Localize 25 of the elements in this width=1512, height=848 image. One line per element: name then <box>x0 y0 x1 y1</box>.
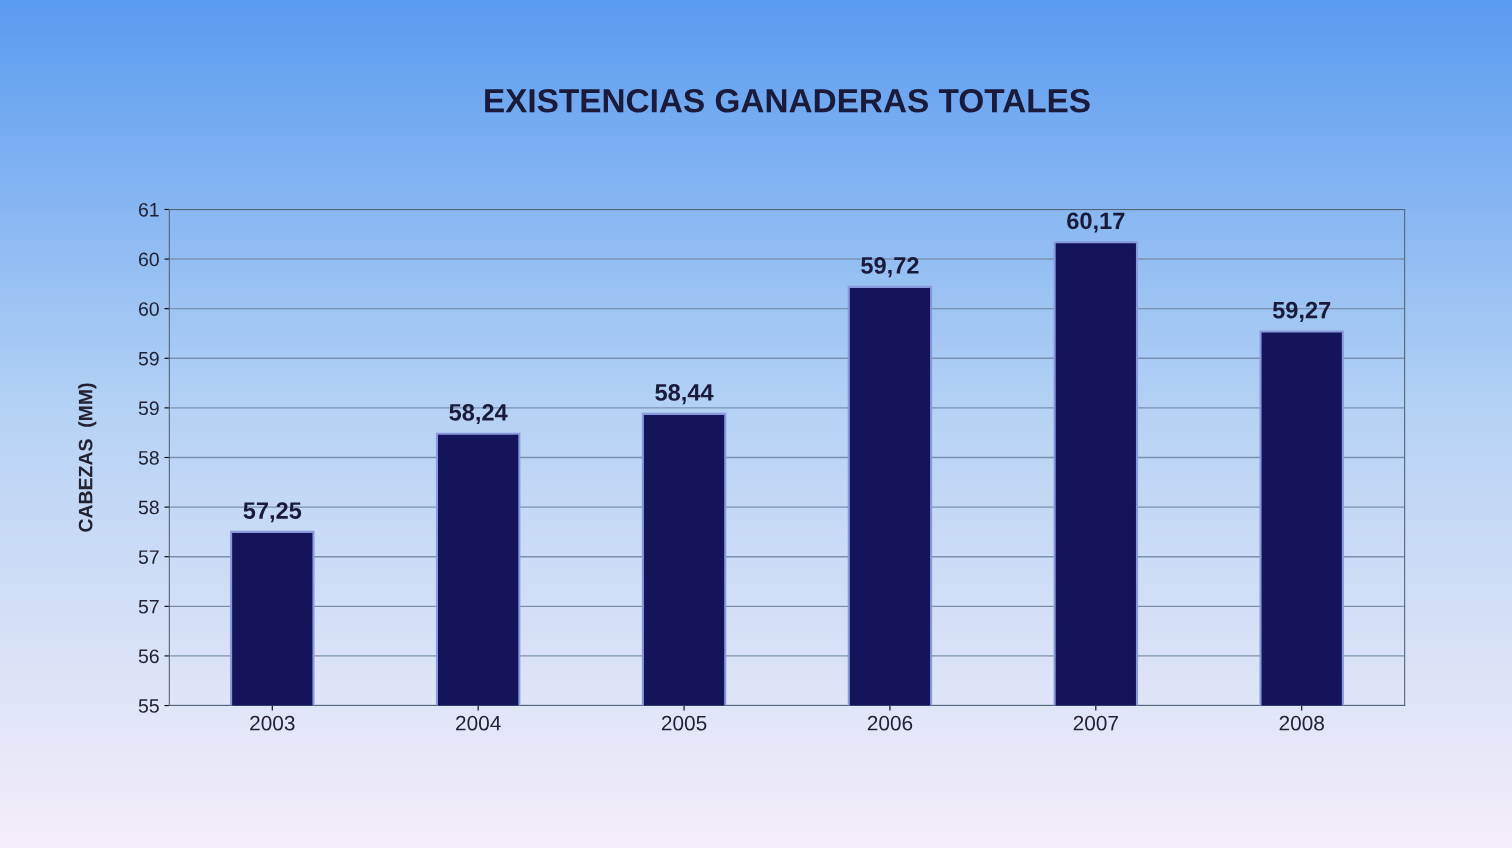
x-tick-label: 2003 <box>250 715 295 731</box>
y-tick-label: 60 <box>138 252 159 267</box>
data-label: 57,25 <box>243 502 302 523</box>
data-label: 58,44 <box>655 384 714 405</box>
y-tick-label: 58 <box>138 450 159 465</box>
data-label: 59,72 <box>861 257 919 278</box>
y-tick-label: 58 <box>138 500 159 515</box>
y-axis-title: CABEZAS (MM) <box>78 383 97 532</box>
data-label: 60,17 <box>1067 212 1125 233</box>
y-tick-label: 55 <box>138 699 159 713</box>
y-tick-label: 60 <box>138 302 159 316</box>
x-tick-label: 2006 <box>867 715 913 731</box>
chart-title: EXISTENCIAS GANADERAS TOTALES <box>485 88 1090 113</box>
y-tick-label: 59 <box>138 351 159 366</box>
y-tick-label: 57 <box>138 550 159 564</box>
data-label: 58,24 <box>449 403 508 425</box>
y-tick-label: 56 <box>138 649 159 664</box>
y-tick-label: 57 <box>138 599 159 614</box>
y-tick-label: 61 <box>138 202 159 217</box>
data-label: 59,27 <box>1272 301 1331 322</box>
x-tick-label: 2004 <box>456 715 501 731</box>
x-tick-label: 2005 <box>661 715 707 731</box>
y-tick-label: 59 <box>138 401 159 416</box>
x-tick-label: 2008 <box>1279 715 1324 731</box>
x-tick-label: 2007 <box>1073 715 1118 731</box>
